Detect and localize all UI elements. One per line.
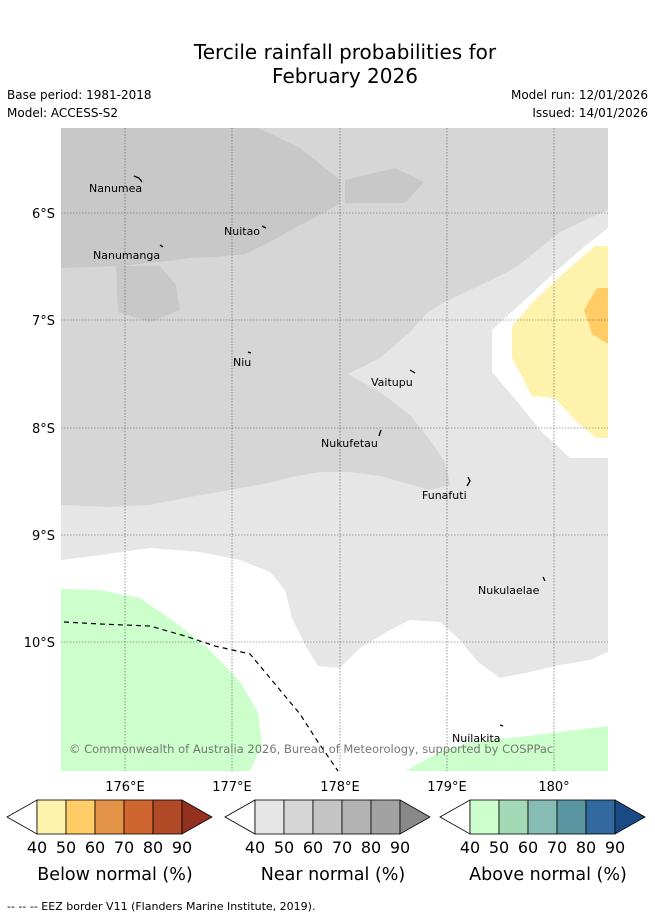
- title-line-2: February 2026: [272, 64, 418, 88]
- colorbar-cell: [36, 799, 67, 835]
- colorbar-cell: [254, 799, 285, 835]
- colorbar-tick-label: 60: [303, 838, 323, 857]
- colorbar-extend-high: [399, 799, 431, 835]
- lat-label: 9°S: [32, 529, 55, 544]
- colorbar-extend-low: [439, 799, 471, 835]
- colorbar-tick-label: 70: [547, 838, 567, 857]
- colorbar-tick-label: 70: [332, 838, 352, 857]
- graticule: [61, 128, 608, 771]
- lat-label: 6°S: [32, 207, 55, 222]
- chart-title: Tercile rainfall probabilities for Febru…: [0, 40, 655, 88]
- colorbar-tick-label: 60: [85, 838, 105, 857]
- colorbar-cell: [585, 799, 616, 835]
- colorbar-tick-label: 90: [172, 838, 192, 857]
- island-label: Nuitao: [224, 225, 260, 238]
- colorbar-cell: [312, 799, 343, 835]
- copyright-notice: © Commonwealth of Australia 2026, Bureau…: [69, 742, 553, 756]
- colorbar-title: Below normal (%): [37, 865, 192, 885]
- colorbar-above-normal: 40 50 60 70 80 90 Above normal (%): [439, 799, 646, 885]
- colorbar-tick-label: 80: [361, 838, 381, 857]
- lat-label: 8°S: [32, 422, 55, 437]
- colorbar-tick-label: 40: [27, 838, 47, 857]
- colorbar-extend-high: [181, 799, 213, 835]
- lon-label: 180°: [538, 780, 569, 795]
- colorbar-extend-low: [6, 799, 38, 835]
- colorbar-title: Above normal (%): [469, 865, 627, 885]
- lat-label: 10°S: [24, 636, 55, 651]
- eez-border: [63, 621, 339, 772]
- colorbar-tick-label: 50: [489, 838, 509, 857]
- colorbar-tick-label: 50: [274, 838, 294, 857]
- colorbar-tick-label: 90: [605, 838, 625, 857]
- colorbar-tick-label: 40: [245, 838, 265, 857]
- colorbar-extend-high: [614, 799, 646, 835]
- island-label: Nuilakita: [452, 732, 501, 745]
- above-normal-40-region-west: [61, 589, 262, 771]
- below-normal-50-region: [584, 288, 608, 344]
- colorbar-tick-label: 70: [114, 838, 134, 857]
- colorbar-tick-label: 80: [143, 838, 163, 857]
- base-period: Base period: 1981-2018: [7, 88, 152, 102]
- below-normal-40-region: [512, 246, 608, 438]
- colorbar-tick-label: 90: [390, 838, 410, 857]
- issued-date: Issued: 14/01/2026: [532, 106, 648, 120]
- island-label: Nanumea: [89, 182, 142, 195]
- colorbar-cell: [556, 799, 587, 835]
- colorbar-tick-label: 40: [460, 838, 480, 857]
- colorbar-cell: [94, 799, 125, 835]
- colorbar-title: Near normal (%): [261, 865, 406, 885]
- title-line-1: Tercile rainfall probabilities for: [193, 40, 497, 64]
- near-normal-60-patch: [345, 168, 424, 203]
- island-label: Nukufetau: [321, 437, 378, 450]
- lon-label: 177°E: [212, 780, 252, 795]
- colorbar-cell: [341, 799, 372, 835]
- colorbar-cell: [469, 799, 500, 835]
- colorbar-near-normal: 40 50 60 70 80 90 Near normal (%): [224, 799, 431, 885]
- colorbar-tick-label: 50: [56, 838, 76, 857]
- colorbar-tick-label: 80: [576, 838, 596, 857]
- lat-label: 7°S: [32, 314, 55, 329]
- island-label: Vaitupu: [371, 376, 413, 389]
- colorbar-tick-label: 60: [518, 838, 538, 857]
- lon-label: 178°E: [320, 780, 360, 795]
- island-label: Niu: [233, 356, 251, 369]
- near-normal-60-patch-2: [116, 266, 180, 322]
- colorbar-below-normal: 40 50 60 70 80 90 Below normal (%): [6, 799, 213, 885]
- above-normal-40-region-east: [405, 726, 608, 771]
- colorbar-cell: [283, 799, 314, 835]
- model-name: Model: ACCESS-S2: [7, 106, 119, 120]
- lon-label: 176°E: [105, 780, 145, 795]
- colorbar-cell: [527, 799, 558, 835]
- model-run: Model run: 12/01/2026: [510, 88, 648, 102]
- colorbar-cell: [123, 799, 154, 835]
- colorbar-extend-low: [224, 799, 256, 835]
- near-normal-60-region: [61, 128, 340, 268]
- island-label: Funafuti: [422, 489, 467, 502]
- colorbar-cell: [65, 799, 96, 835]
- colorbar-cell: [152, 799, 183, 835]
- island-label: Nanumanga: [93, 249, 160, 262]
- island-markers: [133, 175, 546, 727]
- lon-label: 179°E: [427, 780, 467, 795]
- colorbar-cell: [498, 799, 529, 835]
- colorbar-cell: [370, 799, 401, 835]
- island-label: Nukulaelae: [478, 584, 540, 597]
- footnote: -- -- -- EEZ border V11 (Flanders Marine…: [7, 900, 316, 913]
